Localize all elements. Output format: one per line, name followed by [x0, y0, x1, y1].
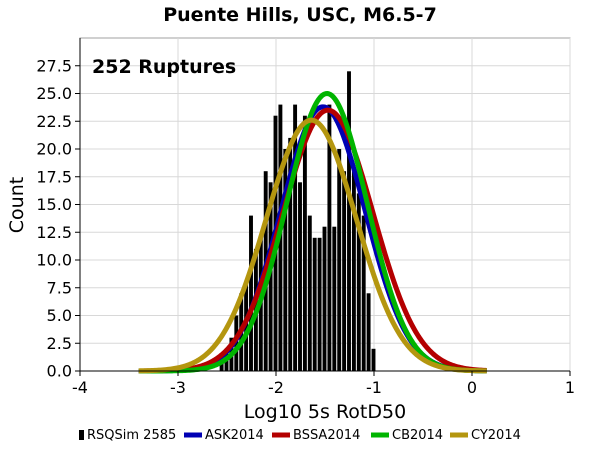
y-tick-label: 0.0	[47, 362, 72, 381]
legend-label: BSSA2014	[293, 428, 360, 443]
histogram-bar	[366, 293, 371, 371]
histogram-bar	[327, 104, 332, 371]
histogram-bar	[361, 215, 366, 371]
y-tick-label: 7.5	[47, 278, 72, 297]
y-tick-label: 22.5	[36, 112, 72, 131]
histogram-bar	[322, 226, 327, 371]
y-tick-label: 20.0	[36, 140, 72, 159]
histogram-bar	[298, 182, 302, 371]
histogram-bar	[293, 104, 298, 371]
histogram-bar	[342, 171, 347, 371]
y-tick-label: 5.0	[47, 306, 72, 325]
histogram-bar	[347, 71, 351, 372]
histogram-bar	[332, 226, 337, 371]
model-curves	[137, 91, 488, 374]
legend-label: RSQSim 2585	[87, 428, 176, 443]
legend: RSQSim 2585 ASK2014 BSSA2014 CB2014 CY2014	[79, 428, 521, 443]
x-tick-label: -2	[268, 378, 284, 397]
histogram-bar	[337, 149, 342, 371]
x-tick-label: -4	[72, 378, 88, 397]
histogram-bar	[268, 182, 273, 371]
y-tick-label: 10.0	[36, 251, 72, 270]
histogram-bar	[356, 193, 361, 371]
chart-title: Puente Hills, USC, M6.5-7	[163, 4, 437, 26]
histogram-bar	[307, 215, 312, 371]
histogram-bar	[351, 171, 356, 371]
histogram-bar	[288, 137, 293, 371]
histogram-bar	[302, 115, 307, 371]
histogram-bar	[317, 237, 322, 371]
legend-label: CY2014	[471, 428, 521, 443]
histogram-bar	[219, 359, 224, 371]
legend-swatch-rsqsim-2585	[79, 430, 84, 440]
y-tick-label: 15.0	[36, 195, 72, 214]
histogram-bar	[371, 348, 376, 371]
axes: -4 -3 -2 -1 0 10.02.55.07.510.012.515.017.520…	[36, 38, 575, 397]
y-tick-label: 25.0	[36, 84, 72, 103]
rupture-count-annotation: 252 Ruptures	[92, 56, 236, 78]
histogram-bar	[249, 215, 253, 371]
y-tick-label: 27.5	[36, 56, 72, 75]
histogram-bar	[283, 149, 288, 371]
x-tick-label: 1	[565, 378, 575, 397]
legend-label: CB2014	[392, 428, 443, 443]
x-axis-label: Log10 5s RotD50	[244, 401, 406, 423]
x-tick-label: -1	[366, 378, 382, 397]
curve-cy2014	[137, 117, 488, 374]
x-tick-label: -3	[170, 378, 186, 397]
y-axis-label: Count	[6, 177, 28, 233]
histogram-bar	[312, 237, 317, 371]
legend-label: ASK2014	[205, 428, 264, 443]
y-tick-label: 2.5	[47, 334, 72, 353]
y-tick-label: 17.5	[36, 167, 72, 186]
x-tick-label: 0	[467, 378, 477, 397]
curve-cb2014	[137, 91, 488, 374]
y-tick-label: 12.5	[36, 223, 72, 242]
